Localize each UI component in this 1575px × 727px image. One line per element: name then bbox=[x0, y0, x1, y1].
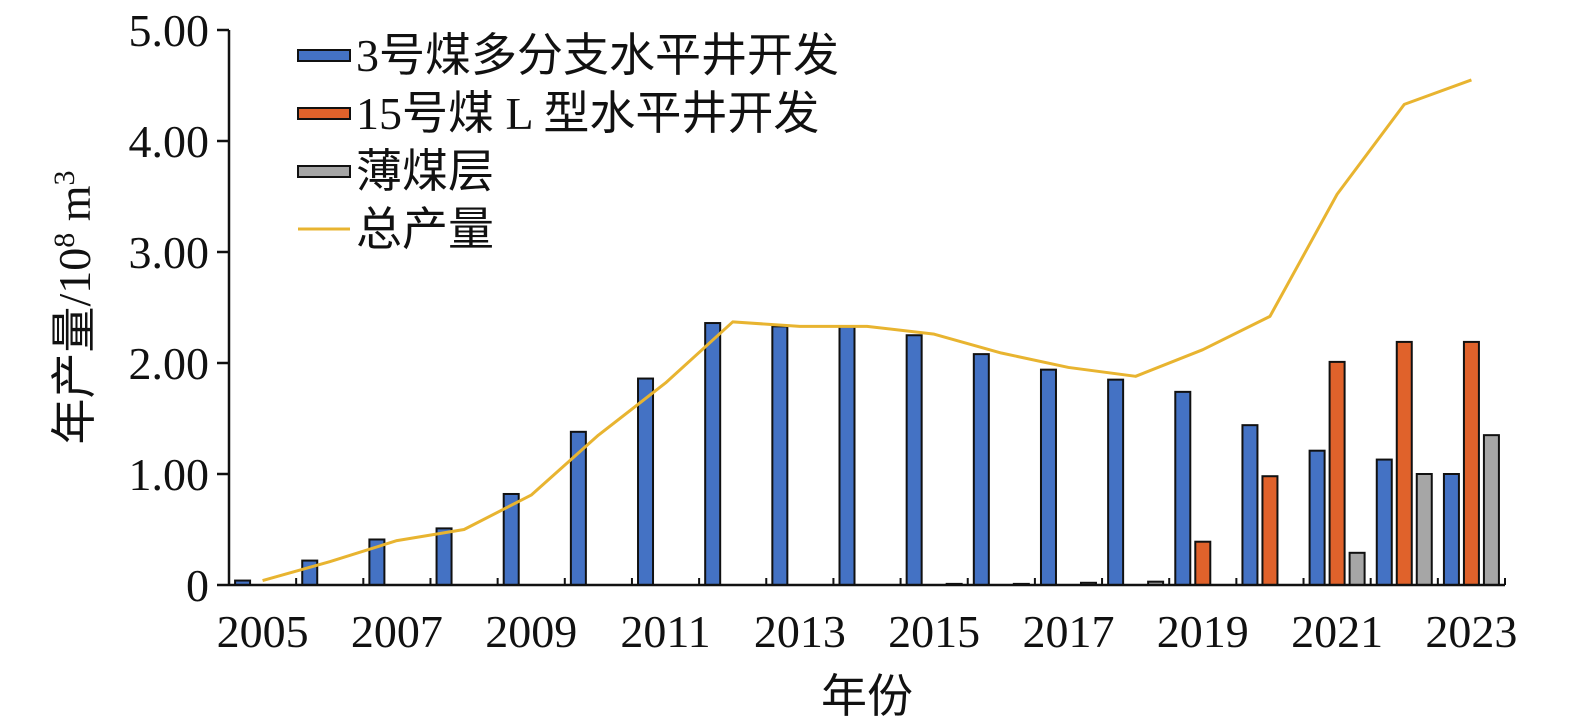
legend-label: 薄煤层 bbox=[356, 146, 494, 197]
bar-series-2 bbox=[1462, 340, 1480, 586]
bars-layer bbox=[234, 322, 1500, 587]
bar-series-2 bbox=[1194, 540, 1212, 587]
bar-series-1 bbox=[1174, 390, 1192, 586]
y-axis-title-main: 年产量/10 bbox=[49, 248, 100, 445]
bar-series-3 bbox=[1482, 434, 1500, 586]
bar-series-1 bbox=[1241, 424, 1259, 586]
y-tick-label: 1.00 bbox=[129, 449, 210, 500]
total-production-line bbox=[262, 78, 1472, 583]
y-axis-title-exponent: 8 bbox=[48, 233, 81, 248]
y-axis-title-unit-exponent: 3 bbox=[48, 170, 81, 185]
y-tick-label: 2.00 bbox=[129, 338, 210, 389]
x-tick-label: 2005 bbox=[217, 606, 309, 657]
bar-series-1 bbox=[435, 527, 453, 587]
x-tick-label: 2009 bbox=[485, 606, 577, 657]
legend-swatch bbox=[297, 49, 351, 62]
x-tick-label: 2021 bbox=[1291, 606, 1383, 657]
y-tick-label: 3.00 bbox=[129, 227, 210, 278]
legend-label: 3号煤多分支水平井开发 bbox=[356, 30, 839, 81]
legend-label: 15号煤 L 型水平井开发 bbox=[356, 88, 819, 139]
y-tick-label: 0 bbox=[186, 560, 209, 611]
bar-series-1 bbox=[1375, 458, 1393, 587]
y-ticks: 0 1.00 2.00 3.00 4.00 5.00 bbox=[129, 5, 229, 611]
total-line-layer bbox=[262, 78, 1472, 583]
x-tick-label: 2007 bbox=[351, 606, 443, 657]
x-tick-label: 2013 bbox=[754, 606, 846, 657]
bar-series-1 bbox=[972, 353, 990, 586]
legend-swatch bbox=[297, 165, 351, 178]
bar-series-1 bbox=[905, 334, 923, 586]
bar-series-2 bbox=[1328, 360, 1346, 587]
bar-series-1 bbox=[1308, 449, 1326, 586]
bar-series-3 bbox=[1348, 551, 1366, 586]
legend-swatch bbox=[297, 107, 351, 120]
y-tick-label: 5.00 bbox=[129, 5, 210, 56]
y-axis-title-unit: m bbox=[49, 185, 100, 233]
x-tick-label: 2011 bbox=[620, 606, 710, 657]
bar-series-2 bbox=[1395, 340, 1413, 586]
legend-label: 总产量 bbox=[356, 204, 494, 255]
x-tick-label: 2015 bbox=[888, 606, 980, 657]
y-tick-label: 4.00 bbox=[129, 116, 210, 167]
bar-series-1 bbox=[704, 322, 722, 586]
bar-series-1 bbox=[771, 325, 789, 586]
bar-series-3 bbox=[1415, 473, 1433, 586]
bar-series-1 bbox=[838, 325, 856, 586]
x-tick-label: 2023 bbox=[1425, 606, 1517, 657]
y-axis-title: 年产量/108 m3 bbox=[48, 170, 100, 444]
bar-series-1 bbox=[301, 559, 319, 587]
x-ticks: 2005 2007 2009 2011 2013 2015 2017 2019 2021 2023 bbox=[217, 578, 1517, 657]
x-tick-label: 2017 bbox=[1022, 606, 1114, 657]
bar-series-1 bbox=[1039, 368, 1057, 586]
bar-series-2 bbox=[1261, 475, 1279, 586]
x-axis-title: 年份 bbox=[821, 671, 913, 722]
bar-series-1 bbox=[1442, 473, 1460, 586]
bar-series-1 bbox=[637, 377, 655, 587]
axes bbox=[227, 30, 1505, 587]
x-tick-label: 2019 bbox=[1157, 606, 1249, 657]
bar-series-1 bbox=[1107, 378, 1125, 586]
